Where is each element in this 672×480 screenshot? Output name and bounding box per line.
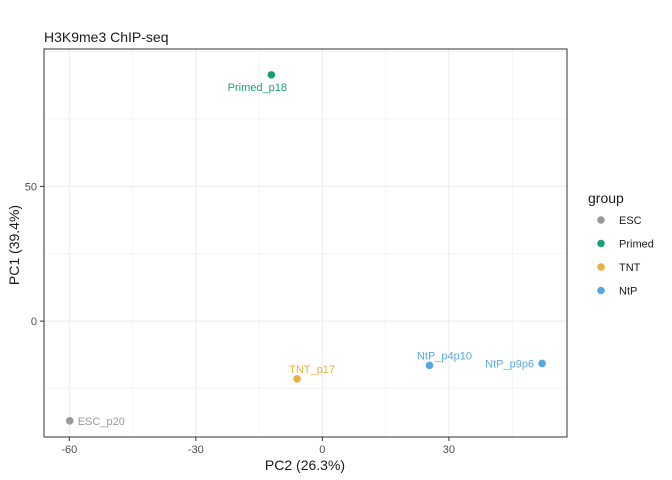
legend: group ESC Primed TNT NtP [588,190,654,298]
data-point-primed-p18 [267,71,276,79]
x-tick-label: 0 [319,444,325,456]
point-label: TNT_p17 [289,364,335,376]
y-tick-label: 0 [31,316,37,328]
point-label: Primed_p18 [228,82,287,94]
legend-label: TNT [619,262,641,274]
data-points: ESC_p20 Primed_p18 TNT_p17 NtP_p4p10 NtP_p9p… [65,71,546,428]
point-label: NtP_p4p10 [417,350,472,362]
point-label: ESC_p20 [78,416,125,428]
y-tick-label: 50 [25,181,37,193]
x-axis-ticks: -60 -30 0 30 [61,437,455,456]
grid-lines [44,49,567,437]
legend-key-ntp [597,286,605,295]
x-tick-label: 30 [443,444,455,456]
x-tick-label: -60 [61,444,77,456]
panel-border [43,48,568,438]
chart-title: H3K9me3 ChIP-seq [44,29,169,45]
legend-title: group [588,190,624,206]
legend-key-primed [597,239,605,248]
legend-label: Primed [619,239,654,251]
legend-label: ESC [619,215,642,227]
legend-key-esc [597,216,605,224]
point-label: NtP_p9p6 [485,358,534,370]
legend-key-tnt [597,263,605,271]
data-point-ntp-p9p6 [538,359,546,368]
y-axis-title: PC1 (39.4%) [6,205,22,285]
panel-background [44,49,567,437]
plot-panel: ESC_p20 Primed_p18 TNT_p17 NtP_p4p10 NtP_p9p… [43,48,568,438]
x-tick-label: -30 [188,444,204,456]
data-point-ntp-p4p10 [425,361,434,370]
y-axis-ticks: 0 50 [25,181,44,328]
data-point-esc-p20 [65,417,74,425]
x-axis-title: PC2 (26.3%) [265,457,345,473]
legend-label: NtP [619,286,637,298]
data-point-tnt-p17 [293,375,301,383]
